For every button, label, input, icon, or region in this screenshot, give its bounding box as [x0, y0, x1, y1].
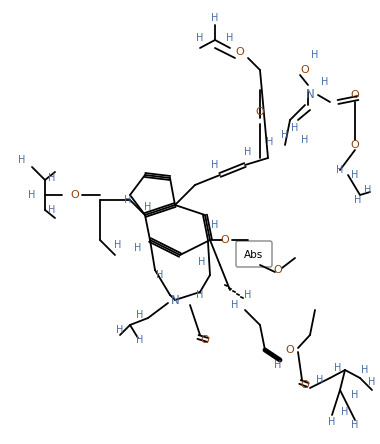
Text: H: H: [211, 220, 218, 230]
Text: O: O: [301, 65, 309, 75]
Text: H: H: [311, 50, 319, 60]
Text: O: O: [274, 265, 282, 275]
Text: H: H: [28, 190, 36, 200]
Text: H: H: [156, 270, 164, 280]
Text: H: H: [226, 33, 234, 43]
Text: H: H: [281, 130, 289, 140]
Text: N: N: [171, 293, 179, 306]
Text: H: H: [291, 123, 299, 133]
Text: H: H: [274, 360, 282, 370]
Text: H: H: [354, 195, 362, 205]
Text: H: H: [334, 363, 342, 373]
Text: H: H: [244, 147, 252, 157]
Text: H: H: [266, 137, 274, 147]
Text: H: H: [198, 257, 206, 267]
Text: H: H: [341, 407, 349, 417]
Text: O: O: [221, 235, 230, 245]
Text: H: H: [316, 375, 324, 385]
Text: H: H: [231, 300, 239, 310]
Text: H: H: [211, 13, 218, 23]
Text: H: H: [116, 325, 124, 335]
Text: H: H: [352, 170, 359, 180]
Text: H: H: [364, 185, 372, 195]
Text: O: O: [351, 140, 359, 150]
Text: H: H: [196, 33, 204, 43]
Text: H: H: [328, 417, 336, 427]
Text: H: H: [124, 195, 132, 205]
Text: H: H: [352, 390, 359, 400]
Text: H: H: [196, 290, 204, 300]
Text: O: O: [201, 335, 209, 345]
Text: H: H: [18, 155, 26, 165]
Text: O: O: [71, 190, 79, 200]
Text: H: H: [361, 365, 369, 375]
Text: O: O: [351, 90, 359, 100]
Text: O: O: [286, 345, 294, 355]
Text: H: H: [48, 173, 56, 183]
Text: H: H: [336, 165, 344, 175]
Text: H: H: [114, 240, 122, 250]
Text: O: O: [256, 107, 264, 117]
Text: N: N: [306, 88, 314, 102]
Text: H: H: [144, 202, 152, 212]
Text: H: H: [48, 205, 56, 215]
Text: H: H: [134, 243, 142, 253]
Text: O: O: [236, 47, 244, 57]
Text: H: H: [301, 135, 309, 145]
Text: H: H: [244, 290, 252, 300]
Text: O: O: [301, 380, 309, 390]
Text: H: H: [136, 310, 144, 320]
Text: H: H: [368, 377, 376, 387]
FancyBboxPatch shape: [236, 241, 272, 267]
Text: H: H: [136, 335, 144, 345]
Text: Abs: Abs: [244, 250, 264, 260]
Text: H: H: [211, 160, 218, 170]
Text: H: H: [352, 420, 359, 430]
Text: H: H: [321, 77, 329, 87]
